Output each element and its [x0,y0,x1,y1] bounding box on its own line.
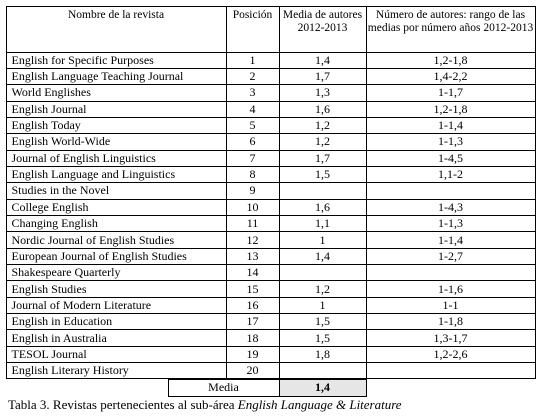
table-cell: Shakespeare Quarterly [5,264,227,282]
footer-mean: 1,4 [278,378,367,397]
table-cell: 5 [225,116,280,135]
table-cell: 1-1,7 [365,84,536,102]
table-cell: 12 [225,231,280,249]
table-cell: 1 [225,51,280,69]
table-cell: 2 [225,67,280,86]
header-cell: Posición [225,5,280,53]
table-cell: 19 [225,345,280,364]
table-cell: 1,7 [278,149,367,167]
table-cell: Studies in the Novel [5,182,227,200]
table-cell: 1,4-2,2 [365,67,536,86]
table-cell: 1-4,5 [365,149,536,167]
header-cell: Número de autores: rango de las medias p… [365,5,536,53]
table-cell: 1,8 [278,345,367,364]
table-cell: Nordic Journal of English Studies [5,231,227,249]
table-cell: 1,3 [278,84,367,102]
table-cell: English in Australia [5,329,227,347]
table-cell: 1,3-1,7 [365,329,536,347]
table-cell: Changing English [5,215,227,233]
table-cell: 1-1,4 [365,116,536,135]
table-cell [365,264,536,282]
table-cell: 1-4,3 [365,198,536,216]
table-cell: 1,2-2,6 [365,345,536,364]
header-cell: Nombre de la revista [5,5,227,53]
table-cell: English World-Wide [5,133,227,151]
table-cell: 1,4 [278,247,367,266]
caption-emphasis: English Language & Literature [237,397,402,412]
table-cell: European Journal of English Studies [5,247,227,266]
table-cell: 1,1 [278,215,367,233]
table-cell: English in Education [5,313,227,331]
table-cell: 1,4 [278,51,367,69]
table-cell: 1,5 [278,165,367,184]
table-cell: 1,5 [278,313,367,331]
table-cell: 1,2 [278,133,367,151]
table-cell: 6 [225,133,280,151]
table-cell: 3 [225,84,280,102]
table-cell: 16 [225,296,280,315]
table-cell: Journal of English Linguistics [5,149,227,167]
table-cell: 1 [278,231,367,249]
caption: Tabla 3. Revistas pertenecientes al sub-… [8,397,402,413]
table-cell: 18 [225,329,280,347]
table-cell: 1,2-1,8 [365,100,536,118]
table-cell: 11 [225,215,280,233]
table-cell [365,362,536,380]
table-cell: 1,5 [278,329,367,347]
table-cell: 13 [225,247,280,266]
table-cell: English Language Teaching Journal [5,67,227,86]
table-cell: English Journal [5,100,227,118]
table-cell: 1-1,4 [365,231,536,249]
table-cell: 1 [278,296,367,315]
table-cell: 14 [225,264,280,282]
table-cell: 7 [225,149,280,167]
table-cell [365,182,536,200]
footer-label: Media [167,378,280,397]
table-cell: 1,6 [278,100,367,118]
table-cell: 1,1-2 [365,165,536,184]
table-cell: 20 [225,362,280,380]
table-cell: TESOL Journal [5,345,227,364]
table-cell: College English [5,198,227,216]
header-cell: Media de autores 2012-2013 [278,5,367,53]
table-cell: 1-2,7 [365,247,536,266]
table-cell: 1-1,3 [365,215,536,233]
table-cell: 1,2 [278,116,367,135]
table-cell: 1-1 [365,296,536,315]
table-cell: Journal of Modern Literature [5,296,227,315]
table-cell: 1,2 [278,280,367,298]
table-cell: 9 [225,182,280,200]
table-cell: 1,2-1,8 [365,51,536,69]
table-cell: World Englishes [5,84,227,102]
table-cell: 15 [225,280,280,298]
table-cell: English Literary History [5,362,227,380]
table-cell: 4 [225,100,280,118]
table-cell [278,362,367,380]
table-cell [278,182,367,200]
table-cell: English Today [5,116,227,135]
table-cell: 8 [225,165,280,184]
table-cell [278,264,367,282]
table-cell: 1-1,8 [365,313,536,331]
table-cell: English Studies [5,280,227,298]
table-cell: 1-1,3 [365,133,536,151]
table-cell: 10 [225,198,280,216]
table-cell: 17 [225,313,280,331]
table-cell: English for Specific Purposes [5,51,227,69]
table-cell: 1,6 [278,198,367,216]
table-cell: English Language and Linguistics [5,165,227,184]
caption-text: Tabla 3. Revistas pertenecientes al sub-… [8,397,235,412]
table-cell: 1-1,6 [365,280,536,298]
table-cell: 1,7 [278,67,367,86]
